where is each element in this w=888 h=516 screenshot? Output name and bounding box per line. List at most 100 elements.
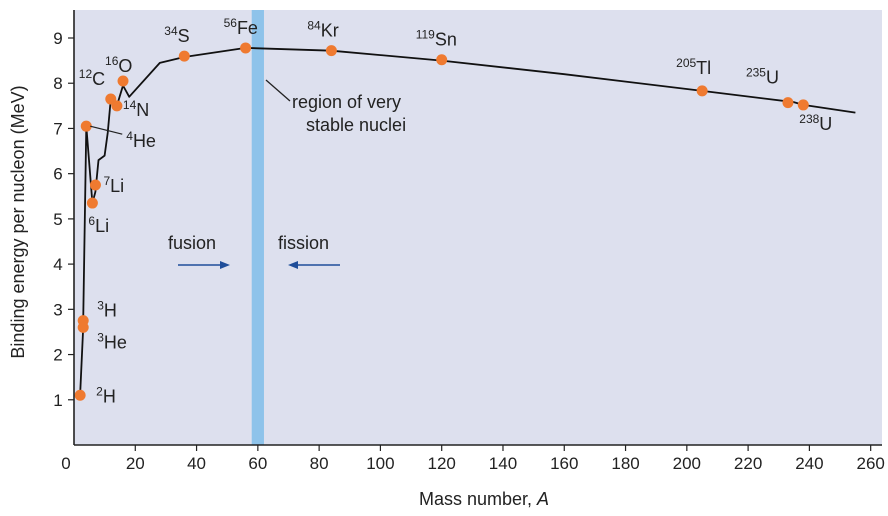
- isotope-label-li6: 6Li: [88, 214, 109, 236]
- y-tick-label: 1: [53, 391, 62, 410]
- mass-number-superscript: 7: [103, 174, 110, 188]
- x-tick-label: 180: [611, 454, 639, 473]
- x-axis-title: Mass number, A: [419, 489, 549, 509]
- element-symbol: C: [92, 69, 105, 89]
- region-annotation-line1: region of very: [292, 92, 401, 112]
- he4-pointer-line: [90, 125, 123, 135]
- data-points-group: [74, 42, 809, 401]
- fission-arrow: [288, 261, 340, 269]
- x-axis-title-text: Mass number,: [419, 489, 537, 509]
- x-tick-label: 100: [366, 454, 394, 473]
- data-point-tl205: [696, 85, 708, 97]
- mass-number-superscript: 14: [123, 98, 137, 112]
- region-pointer-line: [265, 79, 291, 102]
- isotope-label-u235: 235U: [746, 66, 779, 88]
- x-tick-label: 80: [310, 454, 329, 473]
- element-symbol: Kr: [321, 21, 339, 41]
- y-tick-label: 8: [53, 74, 62, 93]
- x-tick-label: 200: [673, 454, 701, 473]
- isotope-label-he3: 3He: [97, 330, 127, 352]
- element-symbol: Tl: [696, 58, 711, 78]
- isotope-label-u238: 238U: [799, 112, 832, 134]
- data-point-u238: [797, 99, 809, 111]
- mass-number-superscript: 235: [746, 66, 766, 80]
- x-tick-label: 20: [126, 454, 145, 473]
- x-tick-label: 220: [734, 454, 762, 473]
- element-symbol: He: [104, 332, 127, 352]
- y-tick-label: 7: [53, 119, 62, 138]
- x-axis-variable: A: [536, 489, 549, 509]
- mass-number-superscript: 16: [105, 54, 119, 68]
- isotope-label-n14: 14N: [123, 98, 149, 120]
- x-tick-label: 60: [248, 454, 267, 473]
- x-tick-label: 120: [428, 454, 456, 473]
- data-point-n14: [111, 100, 123, 112]
- element-symbol: U: [766, 68, 779, 88]
- element-symbol: Fe: [237, 18, 258, 38]
- data-point-sn119: [436, 54, 448, 66]
- y-axis-title: Binding energy per nucleon (MeV): [8, 85, 28, 358]
- mass-number-superscript: 2: [96, 384, 103, 398]
- x-tick-label: 40: [187, 454, 206, 473]
- region-annotation-line2: stable nuclei: [306, 115, 406, 135]
- y-tick-label: 5: [53, 210, 62, 229]
- isotope-label-h2: 2H: [96, 384, 116, 406]
- y-tick-label: 4: [53, 255, 62, 274]
- x-ticks-group: 0 20 40 60 80 100 120 140 160 180 200 220 240 260: [61, 445, 885, 473]
- y-tick-label: 6: [53, 165, 62, 184]
- isotope-label-o16: 16O: [105, 54, 132, 76]
- isotope-label-he4: 4He: [126, 129, 156, 151]
- isotope-label-tl205: 205Tl: [676, 56, 711, 78]
- data-point-fe56: [240, 42, 252, 54]
- data-point-kr84: [325, 45, 337, 57]
- data-point-o16: [117, 75, 129, 87]
- mass-number-superscript: 119: [416, 28, 435, 42]
- isotope-label-sn119: 119Sn: [416, 28, 457, 50]
- isotope-label-h3: 3H: [97, 299, 117, 321]
- isotope-label-fe56: 56Fe: [224, 16, 258, 38]
- isotope-label-kr84: 84Kr: [307, 19, 338, 41]
- mass-number-superscript: 84: [307, 19, 321, 33]
- element-symbol: Sn: [435, 30, 457, 50]
- mass-number-superscript: 4: [126, 129, 133, 143]
- data-point-he4: [80, 120, 92, 132]
- element-symbol: Li: [95, 216, 109, 236]
- y-ticks-group: 1 2 3 4 5 6 7 8 9: [53, 29, 74, 410]
- x-tick-label: 140: [489, 454, 517, 473]
- mass-number-superscript: 34: [164, 24, 178, 38]
- isotope-label-li7: 7Li: [103, 174, 124, 196]
- data-point-u235: [782, 97, 794, 109]
- y-tick-label: 9: [53, 29, 62, 48]
- y-tick-label: 3: [53, 300, 62, 319]
- stable-region-band: [251, 10, 264, 445]
- mass-number-superscript: 3: [97, 299, 104, 313]
- mass-number-superscript: 3: [97, 330, 104, 344]
- element-symbol: H: [104, 301, 117, 321]
- mass-number-superscript: 12: [79, 67, 93, 81]
- y-tick-label: 2: [53, 346, 62, 365]
- fusion-label: fusion: [168, 233, 216, 253]
- element-symbol: O: [118, 56, 132, 76]
- element-symbol: H: [103, 386, 116, 406]
- x-tick-label: 260: [856, 454, 884, 473]
- plot-background: [74, 10, 882, 445]
- element-symbol: S: [178, 26, 190, 46]
- element-symbol: N: [136, 100, 149, 120]
- data-point-s34: [178, 50, 190, 62]
- x-tick-label: 0: [61, 454, 70, 473]
- x-tick-label: 160: [550, 454, 578, 473]
- isotope-label-c12: 12C: [79, 67, 105, 89]
- fusion-arrow: [178, 261, 230, 269]
- data-point-he3: [77, 321, 89, 333]
- mass-number-superscript: 56: [224, 16, 238, 30]
- element-symbol: Li: [110, 176, 124, 196]
- mass-number-superscript: 6: [88, 214, 95, 228]
- data-point-li7: [89, 179, 101, 191]
- element-symbol: He: [133, 131, 156, 151]
- data-point-h2: [74, 389, 86, 401]
- isotope-label-s34: 34S: [164, 24, 189, 46]
- mass-number-superscript: 205: [676, 56, 696, 70]
- mass-number-superscript: 238: [799, 112, 819, 126]
